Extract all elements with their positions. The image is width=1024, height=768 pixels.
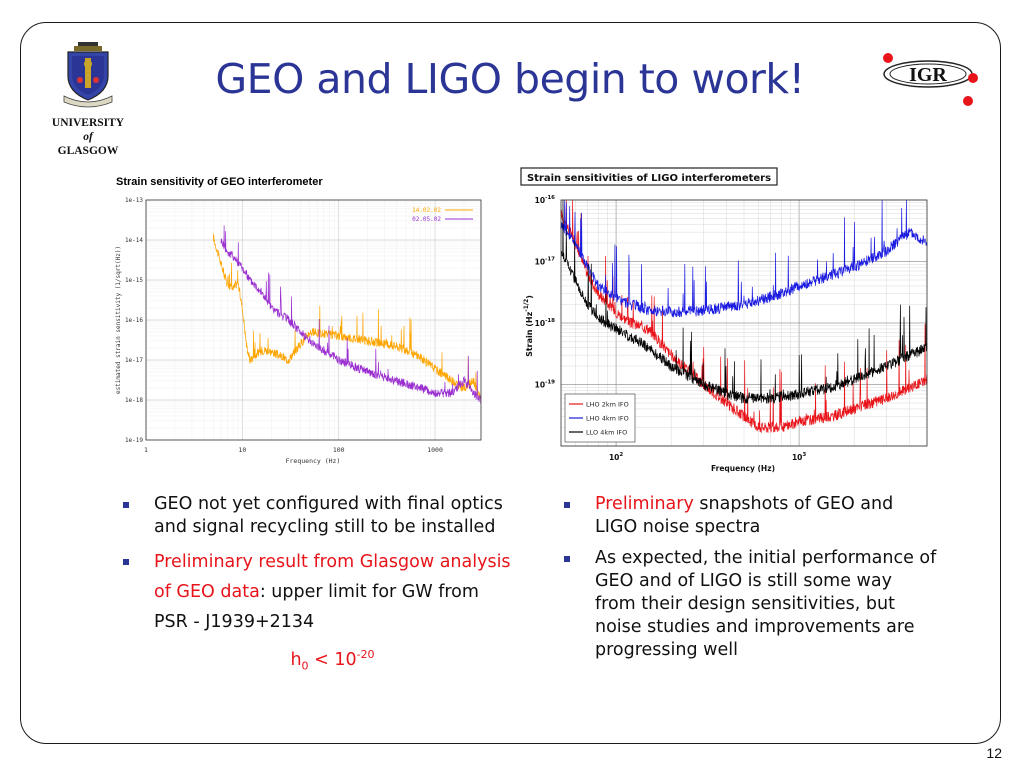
geo-x-tick-label: 100 — [333, 446, 345, 454]
geo-y-tick-label: 1e-19 — [125, 437, 143, 444]
igr-logo-text: IGR — [909, 64, 947, 86]
geo-y-tick-label: 1e-14 — [125, 237, 143, 244]
formula-superscript: -20 — [356, 648, 375, 661]
right-bullet-1-red-text: Preliminary — [595, 494, 694, 514]
left-bullet-2-red-text: Preliminary result from Glasgow analysis… — [154, 552, 511, 602]
ligo-y-axis-label-exp: -1/2 — [523, 299, 530, 312]
left-bullet-list: GEO not yet configured with final optics… — [116, 493, 511, 677]
left-bullet-2-text: : upper limit for GW from PSR - J1939+21… — [154, 582, 479, 632]
university-line1: UNIVERSITY — [51, 117, 125, 129]
left-bullet-1-text: GEO not yet configured with final optics… — [154, 494, 503, 537]
geo-chart-title: Strain sensitivity of GEO interferometer — [116, 176, 323, 188]
right-bullet-1: Preliminary snapshots of GEO and LIGO no… — [557, 493, 937, 539]
ligo-x-axis-label: Frequency (Hz) — [711, 464, 775, 473]
bullet-square-icon — [123, 502, 129, 508]
ligo-y-axis-label: Strain (Hz-1/2) — [523, 295, 534, 357]
ligo-x-tick-label: 103 — [792, 452, 806, 462]
ligo-series-line — [560, 200, 928, 404]
ligo-legend-label: LLO 4km IFO — [586, 429, 627, 437]
right-bullet-2-text: As expected, the initial performance of … — [595, 548, 937, 660]
university-wordmark: UNIVERSITY of GLASGOW — [40, 116, 136, 158]
ligo-series-line — [560, 199, 928, 434]
university-line3: GLASGOW — [57, 145, 119, 157]
geo-x-axis-label: Frequency (Hz) — [286, 457, 341, 465]
geo-legend-label: 02.05.02 — [412, 216, 441, 223]
ligo-y-tick-label: 10-19 — [535, 380, 556, 390]
bullet-square-icon — [564, 502, 570, 508]
geo-y-axis-label: estimated strain sensitivity (1/sqrt(Hz)… — [115, 246, 122, 394]
slide-frame — [20, 22, 1001, 744]
ligo-y-axis-label-main: Strain (Hz — [525, 311, 534, 357]
geo-series-line — [212, 233, 482, 400]
ligo-y-tick-label: 10-18 — [535, 318, 556, 328]
right-bullet-list: Preliminary snapshots of GEO and LIGO no… — [557, 493, 937, 670]
ligo-x-tick-label: 102 — [609, 452, 623, 462]
ligo-y-tick-label: 10-16 — [535, 195, 556, 205]
formula-h: h — [290, 649, 302, 670]
university-logo: UNIVERSITY of GLASGOW — [40, 42, 136, 158]
slide-title: GEO and LIGO begin to work! — [215, 55, 805, 103]
right-bullet-2: As expected, the initial performance of … — [557, 547, 937, 662]
ligo-series-line — [560, 199, 928, 318]
crest-icon — [63, 42, 113, 108]
formula-subscript: 0 — [301, 659, 309, 673]
bullet-square-icon — [123, 559, 129, 565]
bullet-square-icon — [564, 556, 570, 562]
ligo-chart: Strain sensitivities of LIGO interferome… — [519, 166, 945, 476]
ligo-y-tick-label: 10-17 — [535, 257, 556, 267]
geo-y-tick-label: 1e-16 — [125, 317, 143, 324]
ligo-plot-frame — [560, 199, 928, 447]
ligo-legend-label: LHO 2km IFO — [586, 401, 629, 409]
geo-y-tick-label: 1e-13 — [125, 197, 143, 204]
geo-plot-frame — [145, 199, 482, 441]
formula-middle: < 10 — [308, 649, 357, 670]
igr-orbit-icon: IGR — [883, 53, 978, 106]
left-bullet-2: Preliminary result from Glasgow analysis… — [116, 547, 511, 637]
page-number: 12 — [986, 745, 1002, 761]
upper-limit-formula: h0 < 10-20 — [116, 643, 511, 677]
geo-chart: 1 10 100 1000 1e-13 1e-14 1e-15 1e-16 1e-17 1e-18… — [108, 190, 493, 468]
left-bullet-1: GEO not yet configured with final optics… — [116, 493, 511, 539]
geo-legend-label: 14.02.02 — [412, 207, 441, 214]
ligo-title-box — [520, 167, 778, 186]
geo-y-tick-label: 1e-18 — [125, 397, 143, 404]
igr-logo: IGR — [876, 46, 980, 110]
geo-series-line — [220, 225, 482, 404]
ligo-y-axis-label-close: ) — [525, 295, 534, 299]
geo-x-tick-label: 10 — [238, 446, 246, 454]
geo-y-tick-label: 1e-17 — [125, 357, 143, 364]
ligo-chart-title: Strain sensitivities of LIGO interferome… — [527, 173, 771, 184]
ligo-legend-label: LHO 4km IFO — [586, 415, 629, 423]
geo-y-tick-label: 1e-15 — [125, 277, 143, 284]
geo-x-tick-label: 1000 — [427, 446, 443, 454]
geo-x-tick-label: 1 — [144, 446, 148, 454]
right-bullet-1-text: snapshots of GEO and LIGO noise spectra — [595, 494, 894, 537]
university-line2: of — [83, 131, 93, 143]
